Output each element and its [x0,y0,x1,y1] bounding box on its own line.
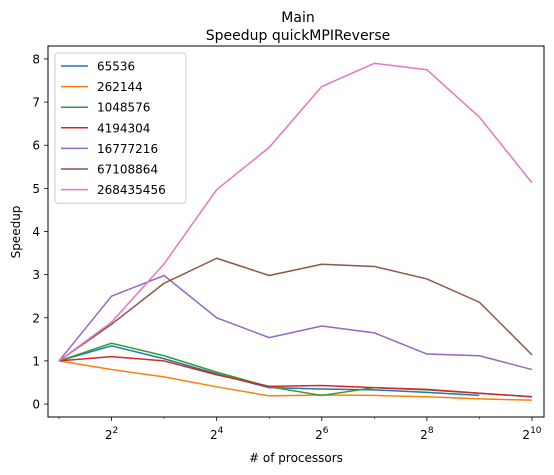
legend-label: 262144 [97,80,143,94]
legend-box [54,52,187,204]
plot-area: 0 1 2 3 4 5 6 7 8 22 24 26 28 210 [32,45,545,442]
series-line-268435456 [58,62,533,362]
x-tick-label: 28 [420,426,434,442]
y-tick-label: 0 [32,398,40,412]
chart-title: Main [281,10,314,26]
legend-label: 268435456 [97,183,166,197]
series-line-4194304 [58,355,533,398]
y-tick-label: 6 [32,139,40,153]
y-tick-label: 3 [32,268,40,282]
y-tick-label: 4 [32,225,40,239]
legend-label: 67108864 [97,163,158,177]
y-tick-label: 2 [32,311,40,325]
legend-label: 16777216 [97,142,158,156]
y-axis-label: Speedup [9,206,23,259]
x-tick-label: 26 [315,426,329,442]
y-tick-label: 8 [32,52,40,66]
x-tick-label: 210 [522,426,541,442]
legend-label: 65536 [97,60,135,74]
legend-label: 1048576 [97,101,150,115]
y-tick-label: 1 [32,354,40,368]
series-line-67108864 [58,257,533,362]
series-line-65536 [58,345,480,397]
series-line-262144 [58,360,532,401]
x-tick-label: 22 [105,426,118,442]
chart-subtitle: Speedup quickMPIReverse [206,28,390,44]
y-tick-label: 5 [32,182,40,196]
legend-label: 4194304 [97,121,150,135]
x-axis-label: # of processors [249,451,343,465]
legend: 65536 262144 1048576 4194304 16777216 6710886… [54,52,187,204]
x-tick-label: 24 [210,426,224,442]
series-line-16777216 [58,274,533,371]
y-tick-label: 7 [32,96,40,110]
